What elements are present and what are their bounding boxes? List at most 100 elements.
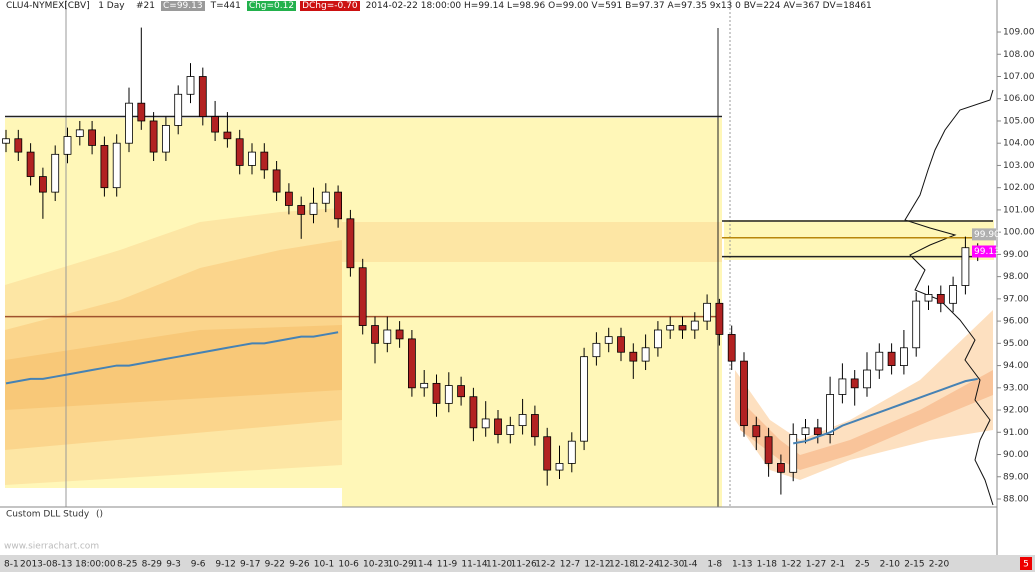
overlay-line xyxy=(5,331,978,445)
candle-body xyxy=(198,76,207,117)
candle-body xyxy=(641,347,650,362)
candle-body xyxy=(26,151,35,177)
header-item: Chg=0.12 xyxy=(246,1,297,11)
candle-body xyxy=(900,347,908,366)
candle-body xyxy=(801,427,810,435)
candle-body xyxy=(863,369,871,389)
date-label: 10-29 xyxy=(388,560,414,570)
candle-body xyxy=(617,336,625,353)
candle-body xyxy=(14,138,23,153)
candle-body xyxy=(752,425,761,438)
candle-body xyxy=(161,125,170,153)
date-label: 2-5 xyxy=(855,560,870,570)
price-marker xyxy=(972,245,996,258)
candle-body xyxy=(358,267,367,326)
candle-body xyxy=(666,325,675,331)
candle-body xyxy=(297,205,306,215)
candle-body xyxy=(850,378,859,389)
date-label: 12-2 xyxy=(535,560,555,570)
date-label: 8-29 xyxy=(142,560,163,570)
candle-body xyxy=(211,116,220,133)
y-tick-label: 92.00 xyxy=(1003,406,1029,416)
candle-body xyxy=(740,360,748,427)
candle-body xyxy=(567,440,576,464)
value-band xyxy=(342,222,722,262)
date-label: 9-22 xyxy=(265,560,285,570)
candle-body xyxy=(592,342,601,358)
y-tick-label: 104.00 xyxy=(1003,139,1035,149)
date-label: 9-12 xyxy=(215,560,235,570)
candle-body xyxy=(543,436,552,471)
candle-body xyxy=(727,334,736,362)
candle-body xyxy=(309,202,318,215)
candle-body xyxy=(371,325,379,344)
date-label: 2-20 xyxy=(929,560,950,570)
date-bar xyxy=(0,555,1035,572)
y-tick-label: 109.00 xyxy=(1003,28,1035,38)
candle-body xyxy=(248,151,256,166)
corner-box xyxy=(1020,557,1032,570)
candle-body xyxy=(63,136,72,155)
candle-body xyxy=(432,382,441,404)
candle-body xyxy=(260,151,269,171)
date-label: 12-24 xyxy=(634,560,660,570)
date-label: 12-30 xyxy=(658,560,684,570)
candle-body xyxy=(789,434,798,473)
candle-body xyxy=(494,418,502,435)
candle-body xyxy=(174,93,183,126)
candle-body xyxy=(235,138,244,166)
y-tick-label: 95.00 xyxy=(1003,339,1029,349)
date-label: 9-6 xyxy=(191,560,206,570)
date-label: 2013-08-13 18:00:00 xyxy=(20,560,116,570)
candle-body xyxy=(334,191,343,220)
value-band xyxy=(5,325,342,410)
candle-body xyxy=(2,138,10,144)
watermark: www.sierrachart.com xyxy=(4,542,99,552)
candle-body xyxy=(764,436,773,464)
y-tick-label: 99.00 xyxy=(1003,250,1029,260)
candle-body xyxy=(75,129,84,137)
candle-body xyxy=(531,414,539,438)
date-label: 11-20 xyxy=(486,560,512,570)
candle-body xyxy=(604,336,613,344)
date-label: 9-3 xyxy=(166,560,181,570)
candle-body xyxy=(481,418,490,429)
date-label: 8-1 xyxy=(4,560,19,570)
candle-body xyxy=(137,102,146,122)
date-label: 11-4 xyxy=(412,560,433,570)
y-tick-label: 94.00 xyxy=(1003,361,1029,371)
date-label: 2-10 xyxy=(880,560,901,570)
date-label: 2-15 xyxy=(904,560,924,570)
candle-body xyxy=(39,176,47,193)
date-label: 1-18 xyxy=(757,560,778,570)
candle-body xyxy=(346,218,355,269)
candle-body xyxy=(629,351,638,362)
candle-body xyxy=(555,463,564,471)
candle-body xyxy=(112,142,121,189)
y-tick-label: 97.00 xyxy=(1003,294,1029,304)
date-label: 9-17 xyxy=(240,560,260,570)
y-tick-label: 105.00 xyxy=(1003,116,1035,126)
y-tick-label: 98.00 xyxy=(1003,272,1029,282)
candle-body xyxy=(924,294,933,302)
date-label: 1-22 xyxy=(781,560,801,570)
candle-body xyxy=(715,302,724,335)
date-label: 1-27 xyxy=(806,560,826,570)
candle-body xyxy=(223,131,232,140)
y-tick-label: 101.00 xyxy=(1003,205,1035,215)
y-tick-label: 88.00 xyxy=(1003,494,1029,504)
candle-body xyxy=(949,285,957,304)
candle-body xyxy=(457,385,466,398)
y-tick-label: 96.00 xyxy=(1003,317,1029,327)
header-item: T=441 xyxy=(210,1,241,11)
date-label: 8-25 xyxy=(117,560,137,570)
y-tick-label: 107.00 xyxy=(1003,72,1035,82)
volume-profile xyxy=(904,89,994,506)
candle-body xyxy=(654,329,662,349)
candle-body xyxy=(149,120,158,153)
header-item: DChg=-0.70 xyxy=(300,1,360,11)
candle-body xyxy=(887,351,896,366)
candle-body xyxy=(321,191,330,204)
